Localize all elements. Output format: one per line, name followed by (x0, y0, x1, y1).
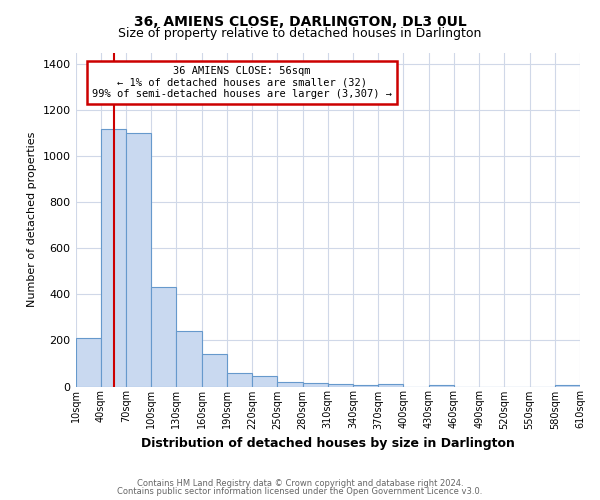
Text: Contains HM Land Registry data © Crown copyright and database right 2024.: Contains HM Land Registry data © Crown c… (137, 478, 463, 488)
Bar (328, 384, 353, 386)
Bar (252, 376, 277, 386)
Text: Contains public sector information licensed under the Open Government Licence v3: Contains public sector information licen… (118, 487, 482, 496)
Bar (151, 288, 176, 386)
X-axis label: Distribution of detached houses by size in Darlington: Distribution of detached houses by size … (141, 437, 515, 450)
Bar (126, 133, 151, 386)
Bar (101, 128, 126, 386)
Text: Size of property relative to detached houses in Darlington: Size of property relative to detached ho… (118, 28, 482, 40)
Bar (302, 383, 328, 386)
Y-axis label: Number of detached properties: Number of detached properties (27, 132, 37, 307)
Bar (353, 384, 378, 386)
Bar (202, 354, 227, 386)
Text: 36 AMIENS CLOSE: 56sqm
← 1% of detached houses are smaller (32)
99% of semi-deta: 36 AMIENS CLOSE: 56sqm ← 1% of detached … (92, 66, 392, 99)
Bar (277, 382, 302, 386)
Bar (76, 338, 101, 386)
Bar (227, 372, 252, 386)
Bar (378, 384, 403, 386)
Text: 36, AMIENS CLOSE, DARLINGTON, DL3 0UL: 36, AMIENS CLOSE, DARLINGTON, DL3 0UL (134, 15, 466, 29)
Bar (176, 331, 202, 386)
Bar (428, 384, 454, 386)
